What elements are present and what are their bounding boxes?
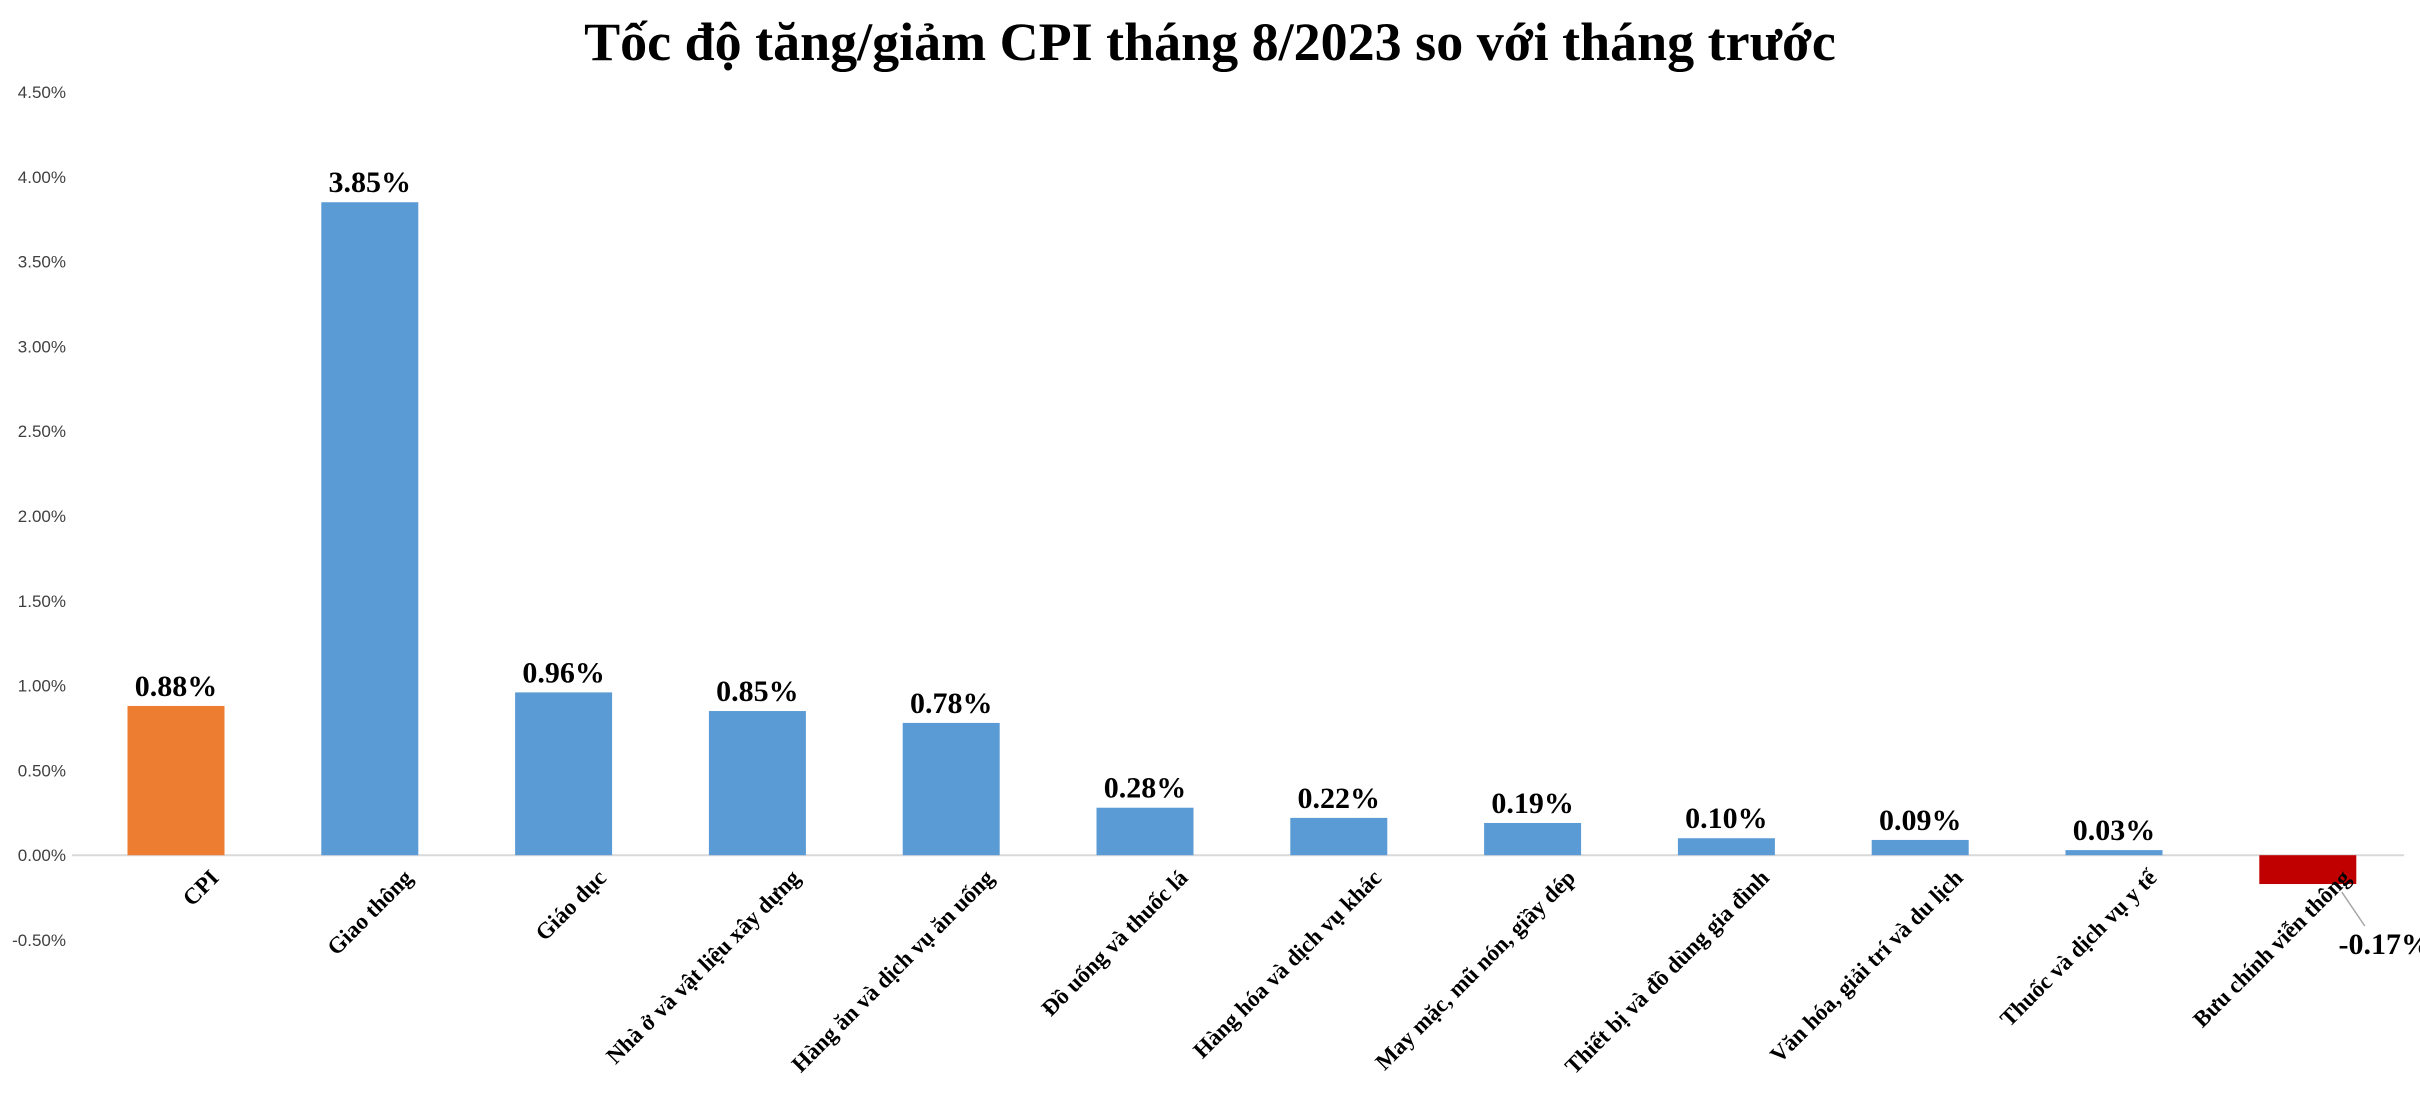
data-label: 0.19% <box>1491 787 1574 820</box>
chart-title: Tốc độ tăng/giảm CPI tháng 8/2023 so với… <box>584 12 1836 72</box>
bar-2 <box>515 692 613 856</box>
y-tick-label: 4.00% <box>18 168 66 187</box>
y-tick-label: 3.50% <box>18 253 66 272</box>
category-label: Giao thông <box>322 865 417 960</box>
data-labels: 0.88% 3.85% 0.96% 0.85% 0.78% 0.28% 0.22% 0.19%… <box>135 166 2420 961</box>
bar-11 <box>2259 855 2357 885</box>
y-tick-label: 2.50% <box>18 422 66 441</box>
category-label: Nhà ở và vật liệu xây dựng <box>601 865 805 1069</box>
bar-3 <box>708 711 806 856</box>
category-label: CPI <box>178 865 224 911</box>
data-label: 0.22% <box>1298 782 1381 815</box>
data-label: 0.88% <box>135 670 218 703</box>
data-label: 0.10% <box>1685 802 1768 835</box>
bar-1 <box>321 202 419 856</box>
data-label: 0.85% <box>716 675 799 708</box>
category-label: Bưu chính viễn thông <box>2188 865 2355 1032</box>
data-label: 0.28% <box>1104 772 1187 805</box>
bar-10 <box>2065 850 2163 856</box>
bar-8 <box>1677 838 1775 856</box>
data-label: 0.96% <box>522 656 605 689</box>
y-axis-ticks: 4.50% 4.00% 3.50% 3.00% 2.50% 2.00% 1.50% 1.00%… <box>12 83 66 950</box>
y-tick-label: 4.50% <box>18 83 66 102</box>
category-label: Thuốc và dịch vụ y tế <box>1995 864 2163 1032</box>
data-label: 0.09% <box>1879 804 1962 837</box>
category-label: May mặc, mũ nón, giầy dép <box>1370 865 1580 1075</box>
category-label: Giáo dục <box>531 865 611 945</box>
data-label: -0.17% <box>2339 928 2420 961</box>
bar-4 <box>902 722 1000 856</box>
data-label: 0.03% <box>2073 814 2156 847</box>
y-tick-label: 2.00% <box>18 507 66 526</box>
y-tick-label: 0.00% <box>18 846 66 865</box>
bar-6 <box>1290 817 1388 856</box>
data-label: 3.85% <box>329 166 412 199</box>
bar-9 <box>1871 839 1969 856</box>
y-tick-label: 3.00% <box>18 337 66 356</box>
category-label: Văn hóa, giải trí và du lịch <box>1765 865 1968 1068</box>
bars <box>127 202 2357 885</box>
y-tick-label: 1.00% <box>18 677 66 696</box>
y-tick-label: -0.50% <box>12 931 66 950</box>
y-tick-label: 1.50% <box>18 592 66 611</box>
category-label: Hàng ăn và dịch vụ ăn uống <box>787 865 999 1077</box>
bar-0 <box>127 705 225 856</box>
category-label: Đồ uống và thuốc lá <box>1037 865 1193 1021</box>
data-label: 0.78% <box>910 687 993 720</box>
bar-5 <box>1096 807 1194 856</box>
leader-line <box>2341 891 2366 927</box>
category-label: Thiết bị và đồ dùng gia đình <box>1560 865 1774 1079</box>
bar-7 <box>1484 822 1582 856</box>
category-label: Hàng hóa và dịch vụ khác <box>1188 865 1386 1063</box>
y-tick-label: 0.50% <box>18 761 66 780</box>
